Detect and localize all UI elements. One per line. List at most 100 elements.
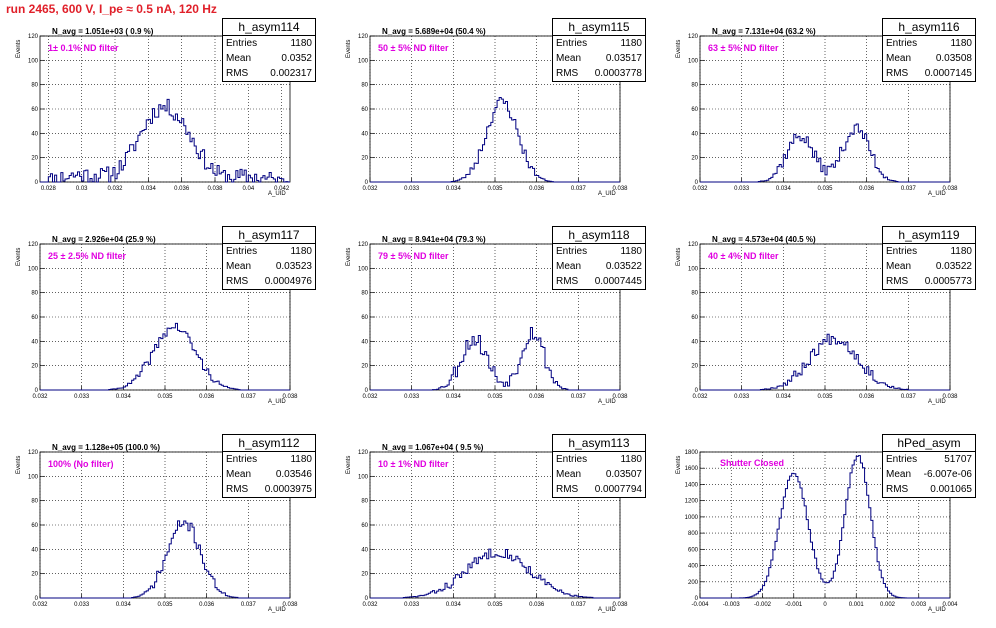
x-tick-label: 0.032 — [32, 602, 48, 608]
stats-value: 1180 — [620, 246, 642, 257]
stats-value: 1180 — [950, 246, 972, 257]
histogram-panel: 0.032 0.033 0.034 0.035 0.036 0.037 0.038 0 20 40… — [0, 224, 316, 420]
histogram-plot: 0.032 0.033 0.034 0.035 0.036 0.037 0.038 0 20 40… — [358, 242, 628, 400]
y-tick-label: 80 — [691, 291, 698, 297]
x-tick-label: 0.032 — [107, 186, 123, 192]
navg-label: N_avg = 1.051e+03 ( 0.9 %) — [52, 27, 154, 36]
x-tick-label: 0.036 — [199, 394, 215, 400]
x-tick-label: 0.034 — [776, 186, 792, 192]
x-tick-label: 0.038 — [612, 186, 628, 192]
stats-row-entries: Entries 1180 — [883, 36, 975, 51]
stats-label: Entries — [226, 246, 258, 257]
y-tick-label: 120 — [28, 242, 39, 248]
y-tick-label: 200 — [688, 580, 699, 586]
histogram-series — [700, 455, 950, 599]
x-tick-label: 0.042 — [274, 186, 290, 192]
x-axis-label: A_UID — [928, 399, 946, 405]
x-tick-label: 0.037 — [571, 602, 587, 608]
navg-label: N_avg = 5.689e+04 (50.4 %) — [382, 27, 486, 36]
stats-value: 0.03522 — [935, 261, 972, 272]
stats-row-rms: RMS 0.0007794 — [553, 482, 645, 497]
x-tick-label: 0.037 — [241, 394, 257, 400]
stats-value: 0.0003778 — [594, 68, 642, 79]
stats-row-entries: Entries 1180 — [553, 452, 645, 467]
stats-row-entries: Entries 1180 — [223, 244, 315, 259]
stats-value: 0.03522 — [605, 261, 642, 272]
stats-row-entries: Entries 1180 — [883, 244, 975, 259]
navg-label: N_avg = 4.573e+04 (40.5 %) — [712, 235, 816, 244]
stats-value: 0.03517 — [605, 53, 642, 64]
stats-value: 0.0005773 — [924, 276, 972, 287]
y-tick-label: 600 — [688, 547, 699, 553]
stats-row-mean: Mean 0.03523 — [223, 259, 315, 274]
x-tick-label: 0.036 — [529, 186, 545, 192]
stats-row-rms: RMS 0.0003778 — [553, 66, 645, 81]
y-tick-label: 60 — [691, 107, 698, 113]
x-tick-label: 0.036 — [859, 394, 875, 400]
x-tick-label: 0.033 — [74, 602, 90, 608]
y-tick-label: 120 — [28, 34, 39, 40]
histogram-plot: 0.032 0.033 0.034 0.035 0.036 0.037 0.038 0 20 40… — [688, 242, 958, 400]
y-tick-label: 40 — [361, 131, 368, 137]
stats-label: RMS — [556, 68, 579, 79]
stats-label: RMS — [226, 484, 249, 495]
histogram-panel: 0.028 0.03 0.032 0.034 0.036 0.038 0.04 0.042 0 2… — [0, 16, 316, 212]
y-axis-label: Events — [346, 247, 352, 266]
stats-box: h_asym118 Entries 1180 Mean 0.03522 RMS 0.0007… — [552, 226, 646, 290]
stats-row-entries: Entries 1180 — [223, 36, 315, 51]
x-axis-label: A_UID — [598, 399, 616, 405]
histogram-series — [40, 322, 290, 391]
x-tick-label: 0.038 — [942, 394, 958, 400]
x-axis-label: A_UID — [598, 607, 616, 613]
stats-value: 0.03508 — [935, 53, 972, 64]
stats-row-rms: RMS 0.0003975 — [223, 482, 315, 497]
x-tick-label: 0.037 — [901, 186, 917, 192]
x-tick-label: 0.035 — [157, 602, 173, 608]
x-axis-label: A_UID — [598, 191, 616, 197]
x-tick-label: 0.035 — [487, 186, 503, 192]
stats-label: RMS — [556, 484, 579, 495]
y-tick-label: 20 — [31, 364, 38, 370]
y-tick-label: 0 — [365, 180, 369, 186]
y-tick-label: 60 — [31, 315, 38, 321]
x-tick-label: -0.002 — [754, 602, 772, 608]
y-tick-label: 0 — [35, 388, 39, 394]
x-tick-label: 0.034 — [116, 602, 132, 608]
stats-row-entries: Entries 51707 — [883, 452, 975, 467]
stats-row-mean: Mean 0.03507 — [553, 467, 645, 482]
navg-label: N_avg = 7.131e+04 (63.2 %) — [712, 27, 816, 36]
stats-label: Entries — [226, 38, 258, 49]
stats-row-rms: RMS 0.0007145 — [883, 66, 975, 81]
y-axis-label: Events — [16, 247, 22, 266]
y-axis-label: Events — [676, 247, 682, 266]
y-tick-label: 100 — [28, 58, 39, 64]
y-tick-label: 100 — [688, 58, 699, 64]
stats-value: 0.0007445 — [594, 276, 642, 287]
y-tick-label: 1800 — [685, 450, 699, 456]
y-tick-label: 120 — [358, 450, 369, 456]
stats-row-entries: Entries 1180 — [553, 244, 645, 259]
y-tick-label: 80 — [361, 83, 368, 89]
x-tick-label: 0.038 — [282, 602, 298, 608]
stats-value: 1180 — [290, 38, 312, 49]
y-axis-label: Events — [346, 39, 352, 58]
stats-value: 0.0007794 — [594, 484, 642, 495]
stats-value: 0.002317 — [270, 68, 312, 79]
stats-row-rms: RMS 0.0004976 — [223, 274, 315, 289]
y-tick-label: 0 — [695, 596, 699, 602]
y-axis-label: Events — [16, 455, 22, 474]
stats-row-entries: Entries 1180 — [223, 452, 315, 467]
x-tick-label: 0.037 — [241, 602, 257, 608]
x-tick-label: 0.03 — [76, 186, 88, 192]
y-tick-label: 60 — [361, 523, 368, 529]
stats-label: Entries — [886, 246, 918, 257]
stats-value: 1180 — [620, 38, 642, 49]
y-tick-label: 1400 — [685, 482, 699, 488]
histogram-name: h_asym116 — [883, 19, 975, 36]
y-tick-label: 120 — [28, 450, 39, 456]
x-tick-label: 0.034 — [776, 394, 792, 400]
x-tick-label: 0.032 — [362, 602, 378, 608]
y-tick-label: 40 — [31, 547, 38, 553]
histogram-panel: -0.004 -0.003 -0.002 -0.001 0 0.001 0.002 0.003… — [660, 432, 976, 628]
x-tick-label: 0.033 — [404, 186, 420, 192]
